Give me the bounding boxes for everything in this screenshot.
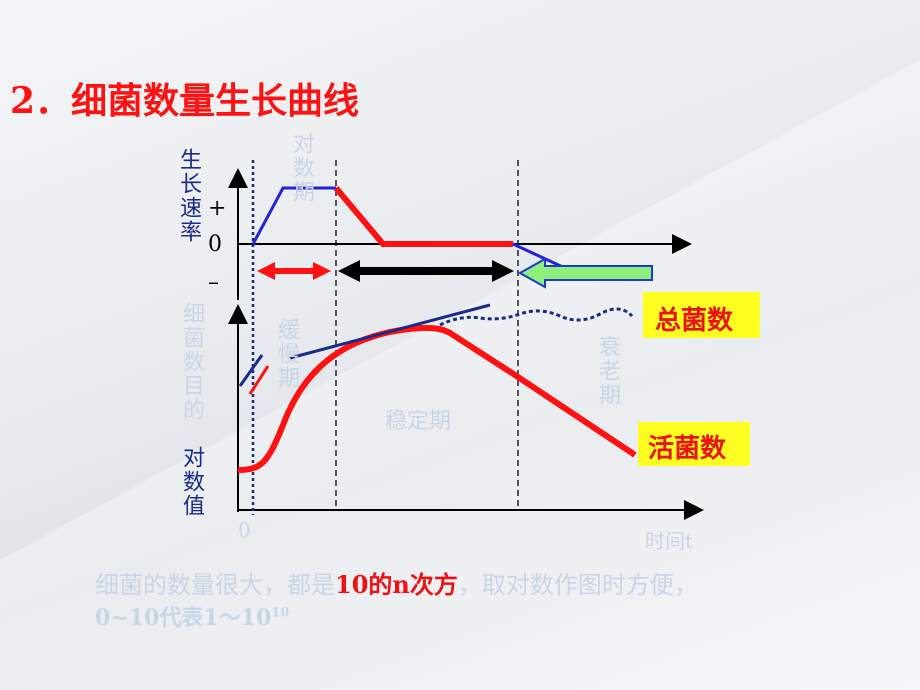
phase-arrows [257, 257, 653, 289]
total-line [289, 303, 491, 360]
growth-rate-fall [333, 186, 513, 247]
phase-label: 衰老期 [595, 335, 620, 407]
phase-dividers [251, 160, 519, 515]
note-text: 0~10代表1～10 [95, 605, 272, 631]
growth-rate-rise [251, 186, 336, 245]
axes [228, 168, 704, 520]
axis-label: 细菌数目的 [179, 302, 204, 422]
axis-sign: – [208, 270, 219, 295]
total-dotted [439, 307, 634, 327]
title: 2．细菌数量生长曲线 [10, 80, 360, 122]
axis-label: 生长速率 [176, 148, 201, 244]
axis-sign: 0 [208, 232, 222, 257]
background-snow [0, 60, 920, 690]
note-emphasis: 10的n次方 [335, 570, 458, 599]
note-text: ，取对数作图时方便， [457, 571, 698, 599]
legend-label: 活菌数 [648, 434, 727, 464]
note: 细菌的数量很大，都是10的n次方，取对数作图时方便， [95, 565, 698, 600]
viable-curve [237, 325, 637, 473]
x-axis-label: 时间t [645, 529, 694, 553]
axis-label: 对数值 [179, 446, 204, 518]
note: 0~10代表1～1010 [95, 600, 289, 632]
axis-sign: + [208, 196, 227, 221]
label-box [638, 422, 750, 466]
phase-label: 稳定期 [385, 409, 452, 434]
origin-label: 0 [238, 518, 251, 542]
growth-rate-negative [512, 242, 566, 270]
note-sup: 10 [271, 605, 290, 621]
small-arrow [248, 365, 270, 395]
legend-label: 总菌数 [655, 306, 734, 336]
phase-label: 对数期 [289, 132, 314, 204]
note-text: 细菌的数量很大，都是 [95, 571, 335, 599]
label-box [643, 292, 760, 338]
phase-label: 缓慢期 [274, 318, 299, 390]
small-arrow [238, 354, 264, 387]
